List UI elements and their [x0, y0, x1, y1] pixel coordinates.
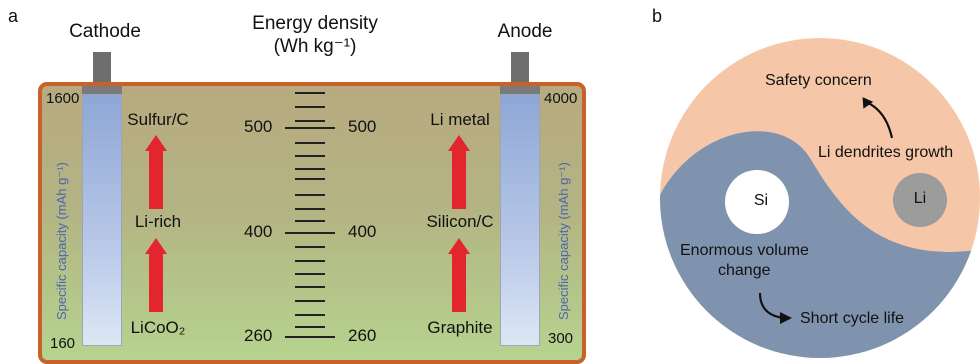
- energy-density-scale: [285, 90, 345, 342]
- volume-change-label: Enormous volume change: [680, 241, 809, 281]
- right-axis-bottom-value: 300: [548, 330, 574, 347]
- energy-tick-260-left: 260: [244, 326, 273, 345]
- anode-upgrade-arrow-lower: [448, 238, 470, 312]
- anode-upgrade-arrow-upper: [448, 135, 470, 209]
- energy-tick-260-right: 260: [348, 326, 377, 345]
- anode-terminal: [511, 52, 529, 82]
- dendrite-arrowhead: [862, 97, 874, 109]
- yin-yang-diagram: [660, 38, 980, 358]
- battery-body: [38, 82, 586, 364]
- si-circle: [725, 170, 789, 234]
- energy-tick-400-right: 400: [348, 222, 377, 241]
- safety-concern-label: Safety concern: [765, 72, 872, 89]
- panel-a-letter: a: [8, 6, 19, 26]
- cathode-material-licoo2: LiCoO₂: [130, 318, 186, 337]
- cathode-upgrade-arrow-lower: [145, 238, 167, 312]
- cathode-material-sulfur: Sulfur/C: [127, 110, 189, 129]
- anode-material-silicon: Silicon/C: [426, 212, 494, 231]
- volume-change-line1: Enormous volume: [680, 242, 809, 259]
- cathode-upgrade-arrow-upper: [145, 135, 167, 209]
- anode-material-li-metal: Li metal: [430, 110, 490, 129]
- energy-density-title: Energy density (Wh kg⁻¹): [240, 12, 390, 58]
- right-axis-label: Specific capacity (mAh g⁻¹): [556, 162, 571, 320]
- anode-tube-cap: [500, 86, 540, 96]
- volume-arrowhead: [780, 312, 792, 324]
- right-axis-top-value: 4000: [544, 90, 578, 107]
- anode-capacity-bar: [500, 94, 540, 346]
- energy-tick-400-left: 400: [244, 222, 273, 241]
- short-cycle-life-label: Short cycle life: [800, 310, 905, 327]
- anode-material-graphite: Graphite: [427, 318, 493, 337]
- li-circle: [893, 173, 947, 227]
- si-label: Si: [753, 192, 769, 209]
- energy-tick-500-right: 500: [348, 117, 377, 136]
- energy-title-line2: (Wh kg⁻¹): [273, 36, 357, 57]
- energy-tick-500-left: 500: [244, 117, 273, 136]
- volume-change-line2: change: [718, 262, 771, 279]
- cathode-terminal: [93, 52, 111, 82]
- anode-label: Anode: [497, 21, 553, 42]
- left-axis-label: Specific capacity (mAh g⁻¹): [54, 162, 69, 320]
- energy-title-line1: Energy density: [252, 13, 378, 34]
- panel-b-letter: b: [652, 6, 663, 26]
- li-label: Li: [913, 190, 927, 207]
- cathode-material-li-rich: Li-rich: [134, 212, 182, 231]
- li-dendrites-label: Li dendrites growth: [818, 144, 954, 161]
- cathode-capacity-bar: [82, 94, 122, 346]
- cathode-tube-cap: [82, 86, 122, 96]
- cathode-label: Cathode: [69, 21, 141, 42]
- left-axis-top-value: 1600: [46, 90, 80, 107]
- left-axis-bottom-value: 160: [50, 335, 76, 352]
